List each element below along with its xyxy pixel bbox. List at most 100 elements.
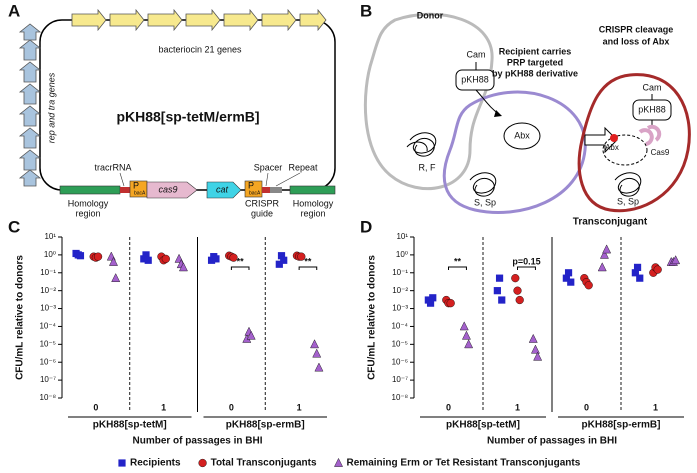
- homology-region: [59, 185, 121, 195]
- cat-gene: [206, 181, 242, 199]
- tracr-label: tracrRNA: [94, 162, 131, 172]
- x-axis-label: Number of passages in BHI: [487, 436, 617, 447]
- y-tick-label: 10⁻³: [40, 304, 56, 313]
- data-point: [161, 254, 170, 263]
- chromosome: [469, 172, 497, 197]
- guide-label: CRISPR: [245, 198, 280, 208]
- y-tick-label: 10⁻⁶: [392, 357, 408, 366]
- data-point: [564, 269, 573, 277]
- significance-label: p=0.15: [512, 256, 540, 266]
- data-point: [584, 281, 593, 290]
- chromosome-label: S, Sp: [617, 196, 639, 206]
- y-tick-label: 10⁻⁸: [392, 393, 409, 402]
- y-tick-label: 10⁰: [396, 250, 408, 259]
- y-tick-label: 10⁻⁴: [39, 322, 56, 331]
- abx-label: Abx: [514, 130, 530, 140]
- data-point: [459, 321, 469, 331]
- data-point: [179, 262, 188, 272]
- data-point: [513, 286, 522, 295]
- group-label: pKH88[sp-ermB]: [226, 420, 305, 431]
- x-tick-label: 1: [653, 402, 658, 412]
- x-tick-label: 1: [161, 402, 166, 412]
- cleaved-plasmid: [602, 134, 648, 166]
- data-point: [229, 253, 238, 262]
- data-point: [633, 263, 642, 271]
- data-point: [297, 252, 306, 261]
- y-tick-label: 10¹: [396, 232, 408, 241]
- data-point: [275, 260, 283, 268]
- plasmid-label: pKH88: [638, 104, 666, 114]
- data-point: [310, 339, 319, 349]
- panel-letter: D: [360, 217, 372, 236]
- transconjugant-cell: [577, 73, 691, 213]
- cas9-label: Cas9: [651, 148, 670, 157]
- abx-plasmid: [503, 122, 541, 150]
- data-point: [426, 299, 435, 307]
- promoter-sub: bacA: [249, 190, 261, 196]
- promoter-label: P: [248, 180, 254, 190]
- charts: C 10¹ 10⁰ 10⁻¹ 10⁻² 10⁻³ 10⁻⁴ 10⁻⁵ 10⁻⁶ 10⁻⁷ 10⁻⁸ C…: [8, 217, 684, 447]
- chromosome: [614, 172, 642, 197]
- donor-cell: [363, 12, 494, 191]
- legend: Recipients Total Transconjugants Remaining…: [118, 457, 581, 469]
- recipient-cell: [442, 90, 587, 214]
- data-point: [653, 265, 662, 274]
- recipient-label: Recipient carries: [499, 46, 572, 56]
- transconjugant-label: Transconjugant: [573, 217, 648, 228]
- y-tick-label: 10⁻⁴: [391, 322, 408, 331]
- data-point: [528, 333, 538, 343]
- plasmid: [455, 69, 495, 91]
- y-tick-label: 10⁻⁷: [392, 375, 408, 384]
- rep-tra-arrows: [18, 23, 42, 187]
- abx-label: Abx: [605, 143, 619, 152]
- significance-label: **: [304, 256, 312, 266]
- significance-bracket: [230, 266, 250, 270]
- x-tick-label: 0: [93, 402, 98, 412]
- data-point: [93, 252, 103, 261]
- cleavage-site: [610, 134, 618, 142]
- x-tick-label: 0: [446, 402, 451, 412]
- data-point: [602, 244, 612, 254]
- promoter-label: P: [133, 180, 139, 190]
- x-tick-label: 1: [297, 402, 302, 412]
- chart: D 10¹ 10⁰ 10⁻¹ 10⁻² 10⁻³ 10⁻⁴ 10⁻⁵ 10⁻⁶ 10⁻⁷ 10⁻⁸ C…: [360, 217, 684, 447]
- y-tick-label: 10⁻⁵: [392, 339, 408, 348]
- chart: C 10¹ 10⁰ 10⁻¹ 10⁻² 10⁻³ 10⁻⁴ 10⁻⁵ 10⁻⁶ 10⁻⁷ 10⁻⁸ C…: [8, 217, 327, 447]
- repeat-block: [270, 187, 282, 193]
- x-tick-label: 0: [229, 402, 234, 412]
- group-label: pKH88[sp-tetM]: [446, 420, 520, 431]
- significance-bracket: [517, 266, 536, 270]
- data-point: [111, 273, 121, 282]
- plasmid-name: pKH88[sp-tetM/ermB]: [116, 109, 259, 125]
- y-tick-label: 10⁻⁷: [40, 375, 56, 384]
- data-point: [429, 294, 437, 302]
- legend-marker: [198, 458, 207, 468]
- plasmid-label: pKH88: [461, 74, 489, 84]
- operon-arrows: [71, 8, 327, 32]
- tracr-block: [120, 187, 130, 193]
- outcome-arrow: [584, 126, 618, 154]
- data-point: [493, 287, 501, 295]
- data-point: [76, 252, 85, 260]
- group-label: pKH88[sp-ermB]: [582, 420, 661, 431]
- y-tick-label: 10⁻¹: [392, 268, 408, 277]
- y-tick-label: 10⁻²: [40, 286, 56, 295]
- x-tick-label: 0: [584, 402, 589, 412]
- cas9-protein: [638, 124, 662, 146]
- spacer-label: Spacer: [254, 162, 283, 172]
- data-point: [446, 299, 455, 308]
- y-tick-label: 10⁻²: [392, 286, 408, 295]
- group-label: pKH88[sp-tetM]: [93, 420, 167, 431]
- result-label: CRISPR cleavage: [599, 24, 674, 34]
- data-point: [597, 262, 607, 272]
- chromosome-label: R, F: [419, 162, 437, 172]
- legend-label: Recipients: [130, 458, 181, 469]
- y-tick-label: 10⁻⁵: [40, 339, 56, 348]
- legend-marker: [334, 457, 343, 467]
- y-tick-label: 10⁻³: [392, 304, 408, 313]
- data-point: [631, 269, 639, 277]
- panel-a: A bacteriocin 21 genes rep and tra genes…: [8, 1, 336, 218]
- data-point: [207, 256, 216, 264]
- panel-letter: A: [8, 1, 20, 20]
